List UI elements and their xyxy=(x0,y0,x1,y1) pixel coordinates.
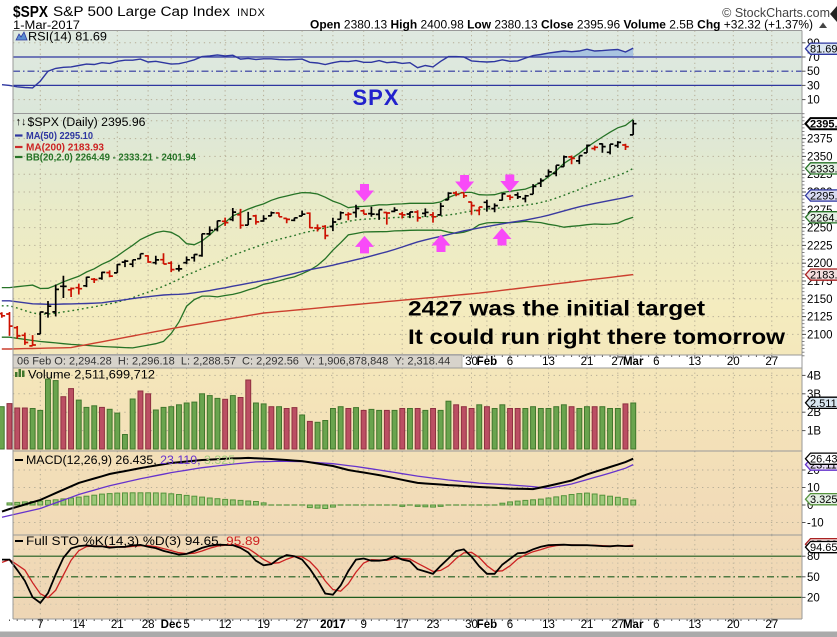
svg-text:5: 5 xyxy=(183,619,189,631)
svg-text:6: 6 xyxy=(507,356,513,368)
svg-text:1B: 1B xyxy=(807,426,821,438)
svg-text:20: 20 xyxy=(727,619,740,631)
svg-text:30: 30 xyxy=(465,619,478,631)
svg-text:27: 27 xyxy=(765,619,778,631)
svg-text:2017: 2017 xyxy=(320,619,346,631)
svg-text:2.5116: 2.5116 xyxy=(810,398,837,410)
svg-text:27: 27 xyxy=(611,356,624,368)
svg-text:17: 17 xyxy=(396,619,409,631)
svg-text:19: 19 xyxy=(257,619,270,631)
svg-text:81.69: 81.69 xyxy=(810,44,837,56)
svg-text:2150: 2150 xyxy=(807,294,833,306)
svg-text:12: 12 xyxy=(219,619,232,631)
svg-text:27: 27 xyxy=(765,356,778,368)
svg-text:2264.4: 2264.4 xyxy=(810,212,837,224)
svg-text:21: 21 xyxy=(111,619,124,631)
svg-text:$SPX (Daily) 2395.96: $SPX (Daily) 2395.96 xyxy=(28,117,146,129)
svg-text:2395.9: 2395.9 xyxy=(810,119,837,131)
svg-text:2125: 2125 xyxy=(807,312,833,324)
svg-text:50: 50 xyxy=(807,66,820,78)
svg-text:2100: 2100 xyxy=(807,329,833,341)
svg-text:Feb: Feb xyxy=(477,619,497,631)
svg-text:↑↓: ↑↓ xyxy=(16,116,27,128)
svg-text:MA(200) 2183.93: MA(200) 2183.93 xyxy=(26,142,104,154)
svg-text:2333.2: 2333.2 xyxy=(810,163,837,175)
svg-text:30: 30 xyxy=(465,356,478,368)
svg-text:-10: -10 xyxy=(807,518,824,530)
svg-text:6: 6 xyxy=(653,619,659,631)
svg-text:9: 9 xyxy=(360,619,366,631)
svg-text:13: 13 xyxy=(688,619,701,631)
svg-text:2350: 2350 xyxy=(807,151,833,163)
svg-text:94.65: 94.65 xyxy=(810,542,837,554)
svg-text:BB(20,2.0) 2264.49 - 2333.21 -: BB(20,2.0) 2264.49 - 2333.21 - 2401.94 xyxy=(26,152,196,164)
svg-text:4B: 4B xyxy=(807,370,821,382)
svg-text:06 Feb O: 2,294.28 H: 2,296.1: 06 Feb O: 2,294.28 H: 2,296.18 L: 2,288.… xyxy=(17,356,450,368)
svg-text:S&P 500 Large Cap Index: S&P 500 Large Cap Index xyxy=(53,4,230,19)
svg-text:Feb: Feb xyxy=(477,356,497,368)
svg-text:INDX: INDX xyxy=(237,7,265,19)
svg-text:13: 13 xyxy=(542,356,555,368)
svg-text:Volume 2,511,699,712: Volume 2,511,699,712 xyxy=(28,370,155,382)
svg-text:50: 50 xyxy=(807,572,820,584)
svg-text:30: 30 xyxy=(807,80,820,92)
svg-text:2250: 2250 xyxy=(807,223,833,235)
svg-text:13: 13 xyxy=(542,619,555,631)
svg-text:28: 28 xyxy=(142,619,155,631)
svg-text:2183.9: 2183.9 xyxy=(810,270,837,282)
svg-text:7: 7 xyxy=(37,619,43,631)
svg-text:2B: 2B xyxy=(807,407,821,419)
svg-text:27: 27 xyxy=(611,619,624,631)
svg-text:23: 23 xyxy=(427,619,440,631)
svg-text:70: 70 xyxy=(807,52,820,64)
svg-text:10: 10 xyxy=(807,95,820,107)
svg-text:Open 2380.13 High 2400.98 Low: Open 2380.13 High 2400.98 Low 2380.13 Cl… xyxy=(310,20,813,32)
svg-text:14: 14 xyxy=(72,619,85,631)
svg-text:27: 27 xyxy=(296,619,309,631)
svg-text:2200: 2200 xyxy=(807,258,833,270)
svg-text:2427 was the initial target: 2427 was the initial target xyxy=(408,298,705,321)
svg-text:21: 21 xyxy=(581,619,594,631)
svg-text:Mar: Mar xyxy=(623,356,644,368)
svg-text:2225: 2225 xyxy=(807,240,833,252)
svg-text:MA(50) 2295.10: MA(50) 2295.10 xyxy=(26,130,93,142)
svg-text:Mar: Mar xyxy=(623,619,644,631)
svg-text:21: 21 xyxy=(581,356,594,368)
svg-text:RSI(14) 81.69: RSI(14) 81.69 xyxy=(28,32,107,44)
svg-text:13: 13 xyxy=(688,356,701,368)
svg-text:3.325: 3.325 xyxy=(810,494,837,506)
svg-text:SPX: SPX xyxy=(352,85,399,110)
svg-text:2375: 2375 xyxy=(807,134,833,146)
svg-text:80: 80 xyxy=(807,551,820,563)
svg-text:6: 6 xyxy=(653,356,659,368)
svg-text:$SPX: $SPX xyxy=(13,4,48,21)
svg-text:26.435: 26.435 xyxy=(810,454,837,466)
svg-text:It could run right there tomor: It could run right there tomorrow xyxy=(408,326,786,349)
svg-text:0: 0 xyxy=(807,500,813,512)
svg-text:© StockCharts.com: © StockCharts.com xyxy=(722,6,830,20)
svg-text:20: 20 xyxy=(807,592,820,604)
svg-text:6: 6 xyxy=(507,619,513,631)
svg-text:Dec: Dec xyxy=(161,619,183,631)
svg-text:MACD(12,26,9) 26.435, 23.110,: MACD(12,26,9) 26.435, 23.110, 3.325 xyxy=(26,455,235,467)
svg-text:20: 20 xyxy=(727,356,740,368)
svg-text:10: 10 xyxy=(807,483,820,495)
svg-text:1-Mar-2017: 1-Mar-2017 xyxy=(13,20,80,32)
svg-text:Full STO %K(14,3) %D(3) 94.65,: Full STO %K(14,3) %D(3) 94.65, 95.89 xyxy=(26,536,260,548)
svg-text:2295.1: 2295.1 xyxy=(810,191,837,203)
